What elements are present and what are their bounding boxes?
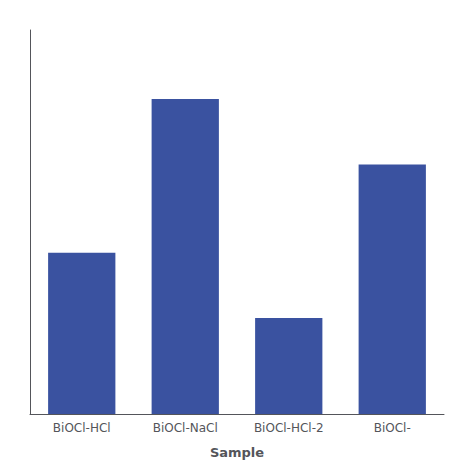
svg-text:BiOCl-: BiOCl- — [374, 421, 411, 435]
svg-text:BiOCl-HCl-2: BiOCl-HCl-2 — [254, 421, 324, 435]
svg-text:BiOCl-HCl: BiOCl-HCl — [53, 421, 111, 435]
svg-text:Sample: Sample — [210, 445, 264, 460]
svg-text:BiOCl-NaCl: BiOCl-NaCl — [153, 421, 218, 435]
